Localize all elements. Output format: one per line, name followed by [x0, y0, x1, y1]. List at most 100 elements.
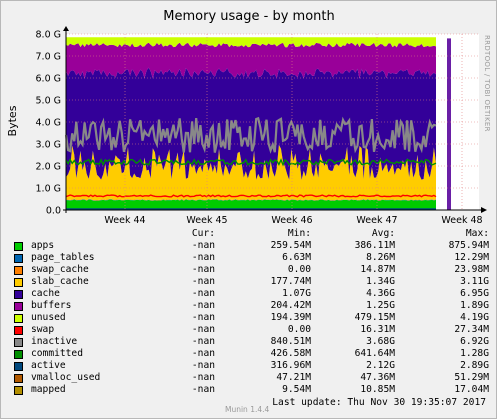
legend-name: slab_cache — [31, 276, 89, 287]
legend-max: 3.11G — [460, 276, 489, 287]
x-axis-arrow — [481, 207, 487, 213]
legend-cur: -nan — [191, 384, 215, 395]
legend-name: committed — [31, 348, 83, 359]
legend-row-active: active -nan 316.96M 2.12G 2.89G — [11, 360, 489, 372]
chart-title: Memory usage - by month — [163, 9, 334, 24]
legend-cur: -nan — [191, 324, 215, 335]
area-cache — [66, 67, 436, 180]
legend-swatch — [14, 385, 23, 395]
legend-header-avg: Avg: — [371, 228, 395, 239]
legend-header-min: Min: — [287, 228, 311, 239]
area-unused — [66, 37, 436, 48]
legend-avg: 386.11M — [354, 240, 395, 251]
y-axis: 0.0 1.0 G 2.0 G 3.0 G 4.0 G 5.0 G 6.0 G 7.0 G 8.… — [36, 30, 62, 217]
legend-swatch — [14, 337, 23, 347]
legend-row-mapped: mapped -nan 9.54M 10.85M 17.04M — [11, 384, 489, 396]
legend-rows: apps -nan 259.54M 386.11M 875.94M page_tables… — [11, 240, 489, 396]
legend-swatch — [14, 241, 23, 251]
legend: Cur: Min: Avg: Max: apps -nan 259.54M 386.1… — [11, 228, 489, 396]
legend-name: mapped — [31, 384, 66, 395]
legend-cur: -nan — [191, 300, 215, 311]
legend-name: swap — [31, 324, 55, 335]
legend-min: 6.63M — [282, 252, 311, 263]
legend-row-cache: cache -nan 1.07G 4.36G 6.95G — [11, 288, 489, 300]
legend-cur: -nan — [191, 336, 215, 347]
footer: Munin 1.4.4 Last update: Thu Nov 30 19:3… — [1, 397, 497, 417]
line-committed — [65, 194, 437, 198]
legend-row-swap: swap -nan 0.00 16.31M 27.34M — [11, 324, 489, 336]
legend-row-buffers: buffers -nan 204.42M 1.25G 1.89G — [11, 300, 489, 312]
area-apps — [66, 199, 436, 210]
x-tick-label: Week 47 — [356, 215, 397, 226]
legend-avg: 14.87M — [360, 264, 395, 275]
x-tick-label: Week 46 — [271, 215, 312, 226]
legend-max: 1.89G — [460, 300, 489, 311]
y-tick-label: 7.0 G — [36, 52, 62, 63]
legend-cur: -nan — [191, 252, 215, 263]
y-tick-label: 4.0 G — [36, 118, 62, 129]
legend-min: 426.58M — [270, 348, 311, 359]
legend-name: page_tables — [31, 252, 95, 263]
stacked-areas — [66, 37, 451, 211]
legend-name: inactive — [31, 336, 78, 347]
y-tick-label: 3.0 G — [36, 140, 62, 151]
legend-max: 51.29M — [454, 372, 489, 383]
legend-min: 194.39M — [270, 312, 311, 323]
area-swap-cache — [66, 198, 436, 201]
legend-swatch — [14, 325, 23, 335]
legend-avg: 8.26M — [366, 252, 395, 263]
grid — [66, 33, 479, 210]
legend-cur: -nan — [191, 264, 215, 275]
y-axis-arrow — [63, 26, 69, 31]
legend-name: active — [31, 360, 66, 371]
legend-avg: 16.31M — [360, 324, 395, 335]
legend-max: 6.95G — [460, 288, 489, 299]
legend-max: 17.04M — [454, 384, 489, 395]
y-tick-label: 6.0 G — [36, 74, 62, 85]
legend-avg: 1.25G — [366, 300, 395, 311]
last-update: Last update: Thu Nov 30 19:35:07 2017 — [272, 397, 486, 408]
legend-max: 1.28G — [460, 348, 489, 359]
legend-cur: -nan — [191, 348, 215, 359]
legend-avg: 1.34G — [366, 276, 395, 287]
legend-min: 840.51M — [270, 336, 311, 347]
munin-version: Munin 1.4.4 — [225, 405, 270, 414]
legend-name: swap_cache — [31, 264, 89, 275]
line-series — [64, 116, 437, 210]
legend-header-max: Max: — [465, 228, 489, 239]
area-slab-cache — [66, 144, 436, 201]
y-tick-label: 0.0 — [46, 206, 61, 217]
legend-max: 875.94M — [448, 240, 489, 251]
y-tick-label: 2.0 G — [36, 162, 62, 173]
legend-max: 12.29M — [454, 252, 489, 263]
legend-row-committed: committed -nan 426.58M 641.64M 1.28G — [11, 348, 489, 360]
legend-cur: -nan — [191, 360, 215, 371]
legend-avg: 479.15M — [354, 312, 395, 323]
y-tick-label: 5.0 G — [36, 96, 62, 107]
legend-cur: -nan — [191, 312, 215, 323]
legend-cur: -nan — [191, 276, 215, 287]
y-tick-label: 1.0 G — [36, 184, 62, 195]
legend-max: 27.34M — [454, 324, 489, 335]
y-axis-label: Bytes — [6, 105, 19, 136]
legend-min: 1.07G — [282, 288, 311, 299]
legend-name: apps — [31, 240, 55, 251]
legend-row-unused: unused -nan 194.39M 479.15M 4.19G — [11, 312, 489, 324]
legend-row-slab-cache: slab_cache -nan 177.74M 1.34G 3.11G — [11, 276, 489, 288]
legend-swatch — [14, 313, 23, 323]
legend-cur: -nan — [191, 288, 215, 299]
legend-avg: 2.12G — [366, 360, 395, 371]
legend-swatch — [14, 253, 23, 263]
legend-min: 204.42M — [270, 300, 311, 311]
area-buffers — [66, 42, 436, 79]
legend-swatch — [14, 361, 23, 371]
legend-min: 0.00 — [287, 324, 311, 335]
legend-row-swap-cache: swap_cache -nan 0.00 14.87M 23.98M — [11, 264, 489, 276]
line-active — [65, 158, 437, 167]
legend-swatch — [14, 373, 23, 383]
legend-swatch — [14, 301, 23, 311]
legend-swatch — [14, 265, 23, 275]
x-tick-label: Week 45 — [186, 215, 227, 226]
legend-max: 23.98M — [454, 264, 489, 275]
